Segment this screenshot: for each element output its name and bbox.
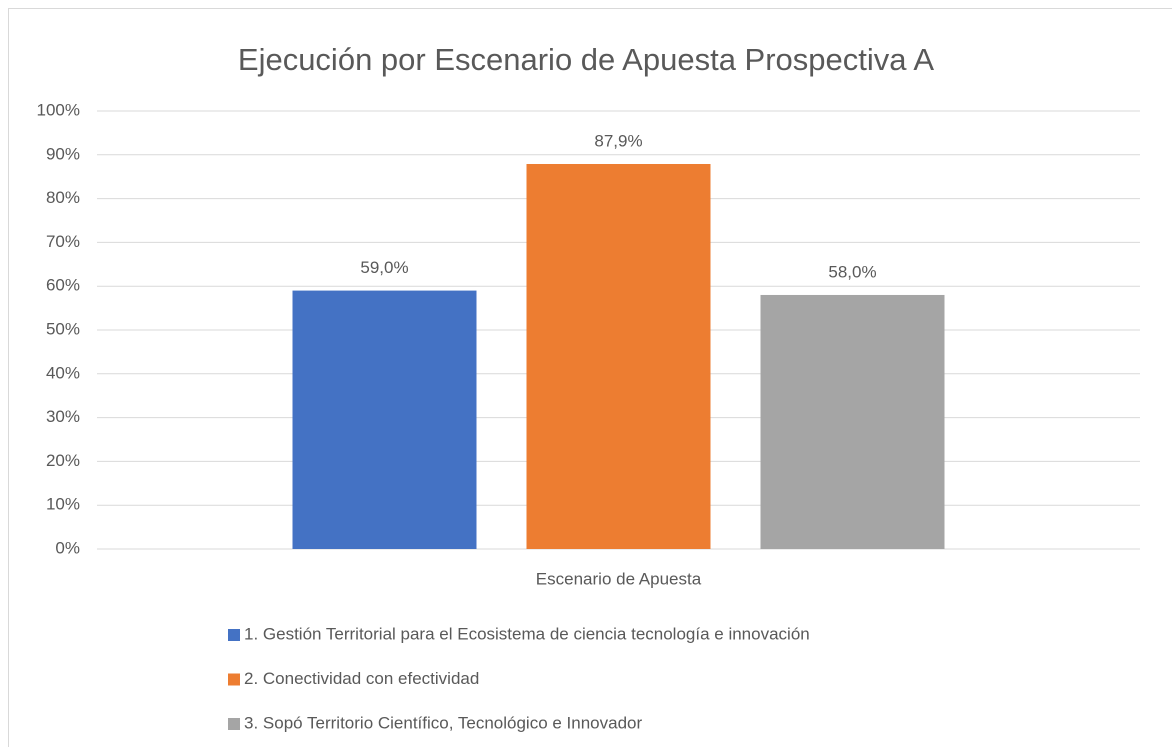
y-tick-label: 0% xyxy=(55,538,80,557)
bar xyxy=(526,163,711,550)
bar xyxy=(760,294,945,549)
y-tick-label: 90% xyxy=(46,144,80,163)
y-tick-label: 60% xyxy=(46,276,80,295)
chart-title: Ejecución por Escenario de Apuesta Prosp… xyxy=(238,42,935,77)
legend-swatch xyxy=(228,629,240,641)
legend-swatch xyxy=(228,718,240,730)
legend-label: 2. Conectividad con efectividad xyxy=(244,669,479,688)
y-tick-label: 100% xyxy=(37,100,80,119)
y-tick-label: 50% xyxy=(46,319,80,338)
y-tick-label: 70% xyxy=(46,232,80,251)
legend-swatch xyxy=(228,673,240,686)
y-tick-label: 20% xyxy=(46,451,80,470)
y-tick-label: 10% xyxy=(46,495,80,514)
y-tick-label: 30% xyxy=(46,407,80,426)
data-label: 58,0% xyxy=(828,262,876,281)
data-label: 59,0% xyxy=(360,258,408,277)
data-label: 87,9% xyxy=(594,131,642,150)
x-tick-label: Escenario de Apuesta xyxy=(536,569,702,588)
y-tick-label: 80% xyxy=(46,188,80,207)
legend-label: 3. Sopó Territorio Científico, Tecnológi… xyxy=(244,713,643,732)
y-tick-label: 40% xyxy=(46,363,80,382)
legend-label: 1. Gestión Territorial para el Ecosistem… xyxy=(244,624,810,643)
bar xyxy=(292,290,477,549)
